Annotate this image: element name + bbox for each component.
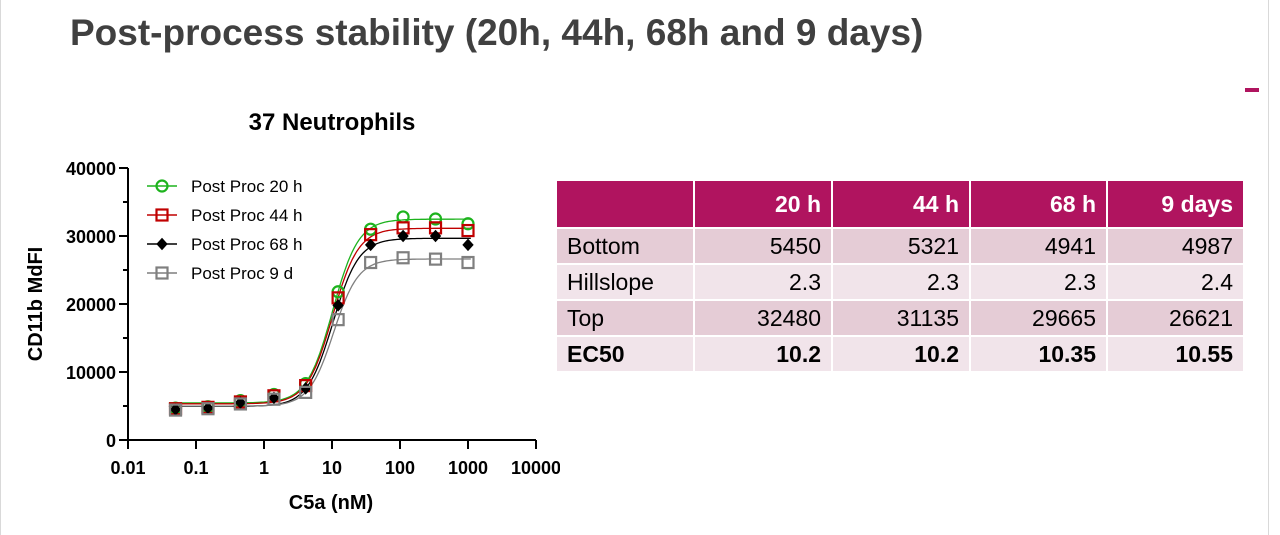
data-point — [461, 255, 475, 270]
table-cell: 4987 — [1106, 227, 1245, 265]
table-row: EC50 10.2 10.2 10.35 10.55 — [555, 335, 1245, 373]
x-tick-label: 0.01 — [110, 458, 145, 478]
table-row: Top 32480 31135 29665 26621 — [555, 299, 1245, 337]
legend-marker — [156, 237, 168, 251]
legend-label: Post Proc 20 h — [191, 177, 303, 196]
chart-legend: Post Proc 20 h Post Proc 44 h Post Proc 68… — [147, 177, 303, 283]
data-point — [234, 396, 247, 409]
legend-marker — [155, 266, 169, 280]
data-point — [268, 391, 280, 405]
table-cell: 32480 — [693, 299, 833, 337]
data-point — [462, 238, 474, 252]
table-header-cell: 20 h — [693, 179, 833, 229]
table-row: Hillslope 2.3 2.3 2.3 2.4 — [555, 263, 1245, 301]
table-cell: 2.3 — [831, 263, 971, 301]
slide-frame-right — [1268, 0, 1269, 535]
table-cell: 26621 — [1106, 299, 1245, 337]
table-header-cell — [555, 179, 695, 229]
table-cell: 4941 — [969, 227, 1108, 265]
y-tick-label: 20000 — [66, 295, 116, 315]
table-cell: 31135 — [831, 299, 971, 337]
table-cell: 2.3 — [969, 263, 1108, 301]
legend-marker — [155, 179, 169, 193]
data-point — [397, 229, 409, 243]
data-point — [428, 212, 443, 226]
data-point — [299, 385, 313, 399]
x-axis-label: C5a (nM) — [289, 492, 373, 514]
dose-response-chart: 37 Neutrophils 0 10000 20000 30000 40000 0.01… — [25, 109, 560, 514]
data-point — [428, 252, 443, 266]
accent-dash — [1245, 88, 1259, 92]
row-label: Top — [555, 299, 695, 337]
table-header-cell: 9 days — [1106, 179, 1245, 229]
data-point — [396, 210, 410, 224]
table-cell: 10.2 — [831, 335, 971, 373]
table-cell: 2.3 — [693, 263, 833, 301]
chart-axes: 0 10000 20000 30000 40000 0.01 0.1 1 10 100 1000 10… — [66, 159, 560, 478]
data-point — [331, 313, 345, 327]
fit-curve — [168, 258, 471, 407]
x-tick-label: 10000 — [511, 458, 560, 478]
slide-title: Post-process stability (20h, 44h, 68h an… — [70, 12, 924, 53]
data-point — [396, 251, 410, 265]
data-point — [267, 392, 281, 406]
legend-label: Post Proc 44 h — [191, 206, 303, 225]
slide-frame-left — [0, 0, 1, 535]
data-point — [429, 229, 442, 243]
data-point — [461, 217, 475, 231]
x-tick-label: 1 — [259, 458, 269, 478]
table-header-row: 20 h 44 h 68 h 9 days — [555, 179, 1245, 229]
x-tick-label: 100 — [385, 458, 415, 478]
table-header-cell: 44 h — [831, 179, 971, 229]
row-label: Bottom — [555, 227, 695, 265]
y-tick-label: 30000 — [66, 227, 116, 247]
data-point — [168, 403, 183, 417]
table-header-cell: 68 h — [969, 179, 1108, 229]
x-tick-label: 0.1 — [183, 458, 208, 478]
x-tick-label: 10 — [322, 458, 342, 478]
table-cell: 5450 — [693, 227, 833, 265]
table-cell: 10.55 — [1106, 335, 1245, 373]
x-tick-label: 1000 — [448, 458, 488, 478]
fit-curve — [168, 218, 471, 404]
data-point — [332, 299, 344, 312]
data-point — [364, 255, 378, 270]
y-tick-label: 0 — [106, 431, 116, 451]
legend-label: Post Proc 9 d — [191, 264, 293, 283]
data-point — [364, 238, 377, 252]
y-tick-label: 10000 — [66, 363, 116, 383]
table-cell: 29665 — [969, 299, 1108, 337]
data-point — [201, 402, 215, 416]
table-cell: 10.35 — [969, 335, 1108, 373]
data-point — [461, 223, 475, 238]
legend-marker — [155, 208, 169, 222]
legend-label: Post Proc 68 h — [191, 235, 303, 254]
y-tick-label: 40000 — [66, 159, 116, 179]
row-label: EC50 — [555, 335, 695, 373]
table-cell: 2.4 — [1106, 263, 1245, 301]
row-label: Hillslope — [555, 263, 695, 301]
table-row: Bottom 5450 5321 4941 4987 — [555, 227, 1245, 265]
table-cell: 10.2 — [693, 335, 833, 373]
y-axis-label: CD11b MdFI — [25, 247, 47, 361]
table-cell: 5321 — [831, 227, 971, 265]
fit-curve — [168, 227, 471, 405]
chart-title: 37 Neutrophils — [249, 109, 416, 136]
data-points — [168, 210, 475, 417]
data-point — [233, 397, 248, 411]
fit-parameters-table: 20 h 44 h 68 h 9 days Bottom 5450 5321 4… — [555, 179, 1245, 373]
fit-curves — [168, 218, 471, 408]
